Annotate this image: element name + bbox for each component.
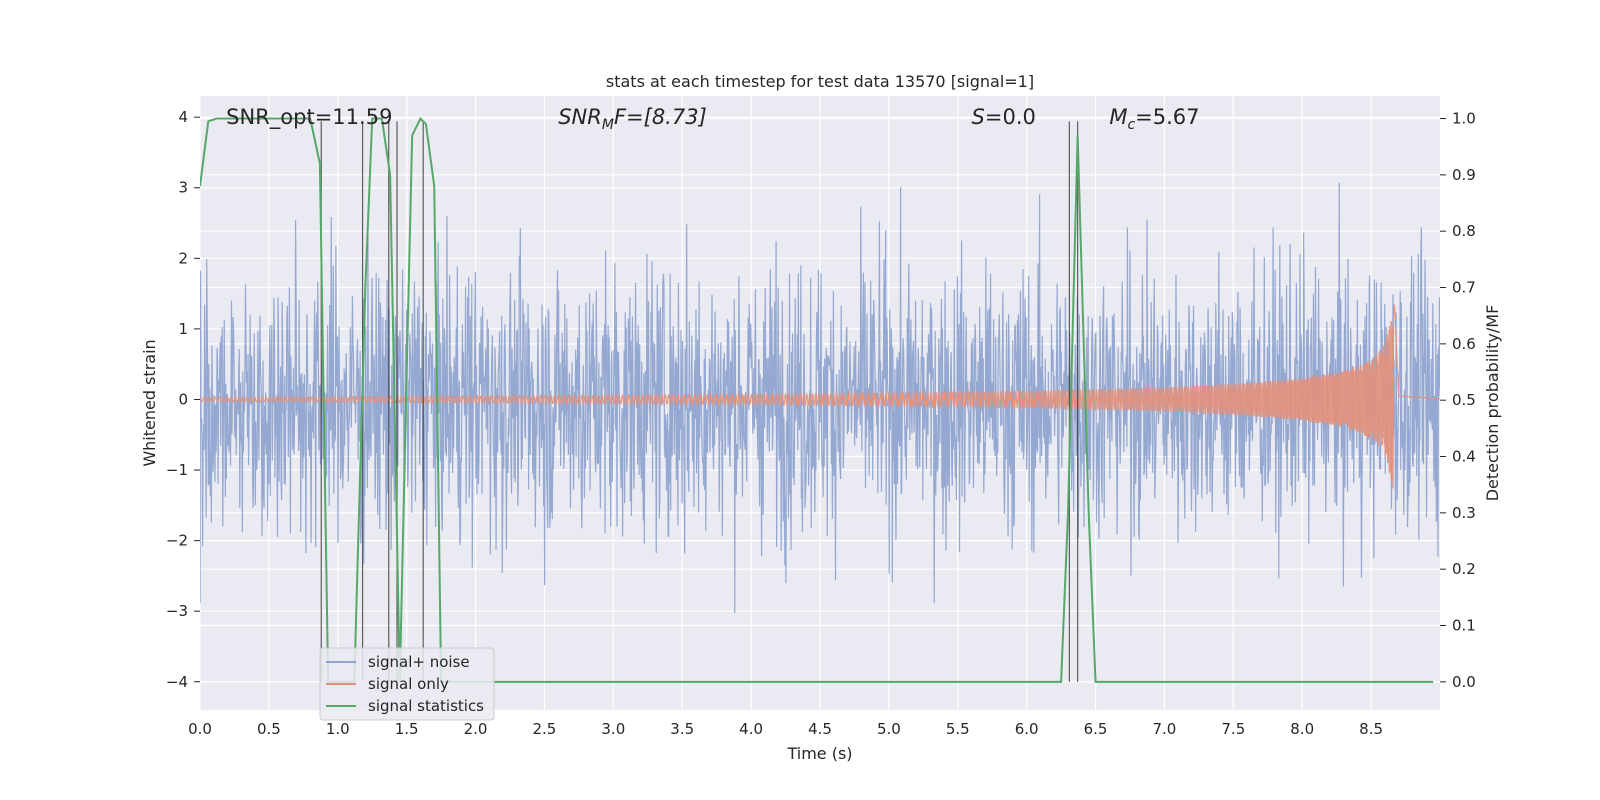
x-tick-label: 2.0	[464, 720, 488, 738]
y-right-tick-label: 0.0	[1452, 673, 1476, 691]
y-right-tick-label: 0.5	[1452, 391, 1476, 409]
legend-label-signal-only: signal only	[368, 675, 449, 693]
x-tick-label: 4.5	[808, 720, 832, 738]
y-left-axis-ticks: −4 −3 −2 −1 0 1 2 3 4	[166, 108, 200, 691]
x-tick-label: 1.0	[326, 720, 350, 738]
y-left-tick-label: 2	[178, 249, 188, 267]
x-tick-label: 7.5	[1221, 720, 1245, 738]
x-tick-label: 3.5	[670, 720, 694, 738]
y-left-tick-label: −4	[166, 673, 188, 691]
y-left-tick-label: 1	[178, 320, 188, 338]
y-right-axis-label: Detection probability/MF	[1483, 305, 1502, 502]
x-tick-label: 6.5	[1084, 720, 1108, 738]
x-tick-label: 4.0	[739, 720, 763, 738]
y-left-tick-label: −2	[166, 532, 188, 550]
annotation-1: SNRMF=[8.73]	[558, 105, 707, 133]
x-tick-label: 8.0	[1290, 720, 1314, 738]
y-right-tick-label: 0.4	[1452, 448, 1476, 466]
x-axis-ticks: 0.0 0.5 1.0 1.5 2.0 2.5 3.0 3.5 4.0 4.5 5.0 5.5 6.0 6…	[188, 720, 1383, 738]
x-tick-label: 5.0	[877, 720, 901, 738]
y-right-tick-label: 0.3	[1452, 504, 1476, 522]
legend-box	[319, 647, 495, 721]
y-right-tick-label: 0.7	[1452, 279, 1476, 297]
signal-noise-line	[200, 182, 1440, 613]
x-tick-label: 0.5	[257, 720, 281, 738]
y-left-tick-label: −1	[166, 461, 188, 479]
chart-title: stats at each timestep for test data 135…	[606, 72, 1034, 91]
annotation-0: SNR_opt=11.59	[226, 105, 392, 130]
signal-statistics-line	[200, 116, 1434, 683]
x-tick-label: 5.5	[946, 720, 970, 738]
y-left-tick-label: 4	[178, 108, 188, 126]
series-signal-noise	[200, 182, 1440, 613]
annotation-2: S=0.0	[972, 105, 1036, 129]
x-tick-label: 0.0	[188, 720, 212, 738]
y-right-tick-label: 0.1	[1452, 617, 1476, 635]
legend-label-signal-statistics: signal statistics	[368, 697, 484, 715]
x-tick-label: 6.0	[1015, 720, 1039, 738]
x-tick-label: 2.5	[533, 720, 557, 738]
y-left-tick-label: 3	[178, 179, 188, 197]
x-tick-label: 3.0	[601, 720, 625, 738]
x-axis-label: Time (s)	[786, 744, 852, 763]
y-left-tick-label: −3	[166, 602, 188, 620]
legend: signal+ noise signal only signal statist…	[319, 647, 495, 721]
y-right-tick-label: 0.9	[1452, 166, 1476, 184]
x-tick-label: 8.5	[1359, 720, 1383, 738]
legend-label-signal-noise: signal+ noise	[368, 653, 470, 671]
x-tick-label: 7.0	[1153, 720, 1177, 738]
x-tick-label: 1.5	[395, 720, 419, 738]
y-left-tick-label: 0	[178, 390, 188, 408]
y-right-tick-label: 0.2	[1452, 560, 1476, 578]
y-right-tick-label: 0.6	[1452, 335, 1476, 353]
y-right-axis-ticks: 0.0 0.1 0.2 0.3 0.4 0.5 0.6 0.7 0.8 0.9 1.0	[1440, 110, 1476, 691]
y-right-tick-label: 0.8	[1452, 222, 1476, 240]
annotation-3: Mc=5.67	[1109, 105, 1199, 133]
y-left-axis-label: Whitened strain	[140, 339, 159, 466]
annotations: SNR_opt=11.59 SNRMF=[8.73] S=0.0 Mc=5.67	[226, 105, 1199, 133]
series-signal-statistics	[200, 116, 1434, 683]
y-right-tick-label: 1.0	[1452, 110, 1476, 128]
